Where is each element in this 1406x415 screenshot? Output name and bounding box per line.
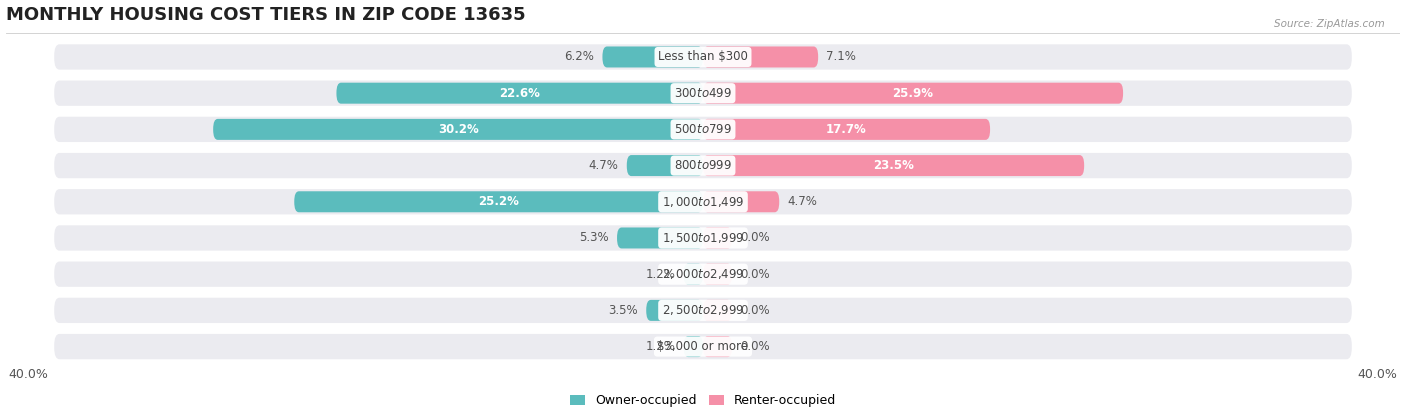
Text: 6.2%: 6.2% — [564, 51, 595, 63]
FancyBboxPatch shape — [703, 264, 733, 285]
FancyBboxPatch shape — [55, 261, 1351, 287]
FancyBboxPatch shape — [336, 83, 703, 104]
Text: $2,500 to $2,999: $2,500 to $2,999 — [662, 303, 744, 317]
FancyBboxPatch shape — [602, 46, 703, 68]
FancyBboxPatch shape — [55, 153, 1351, 178]
FancyBboxPatch shape — [683, 264, 703, 285]
FancyBboxPatch shape — [703, 155, 1084, 176]
Text: 25.9%: 25.9% — [893, 87, 934, 100]
FancyBboxPatch shape — [55, 117, 1351, 142]
FancyBboxPatch shape — [703, 46, 818, 68]
FancyBboxPatch shape — [214, 119, 703, 140]
Text: $1,500 to $1,999: $1,500 to $1,999 — [662, 231, 744, 245]
Text: 22.6%: 22.6% — [499, 87, 540, 100]
Text: 0.0%: 0.0% — [741, 304, 770, 317]
Text: 23.5%: 23.5% — [873, 159, 914, 172]
Text: 0.0%: 0.0% — [741, 340, 770, 353]
FancyBboxPatch shape — [703, 119, 990, 140]
Text: 40.0%: 40.0% — [1357, 369, 1398, 381]
FancyBboxPatch shape — [55, 334, 1351, 359]
Text: 1.2%: 1.2% — [645, 340, 675, 353]
FancyBboxPatch shape — [55, 189, 1351, 215]
FancyBboxPatch shape — [683, 336, 703, 357]
FancyBboxPatch shape — [55, 44, 1351, 70]
FancyBboxPatch shape — [294, 191, 703, 212]
Text: $500 to $799: $500 to $799 — [673, 123, 733, 136]
Text: 7.1%: 7.1% — [827, 51, 856, 63]
Text: 17.7%: 17.7% — [827, 123, 868, 136]
Text: 3.5%: 3.5% — [609, 304, 638, 317]
Text: 0.0%: 0.0% — [741, 268, 770, 281]
FancyBboxPatch shape — [703, 336, 733, 357]
Text: 4.7%: 4.7% — [787, 195, 817, 208]
FancyBboxPatch shape — [703, 191, 779, 212]
Legend: Owner-occupied, Renter-occupied: Owner-occupied, Renter-occupied — [565, 389, 841, 413]
Text: 40.0%: 40.0% — [8, 369, 49, 381]
FancyBboxPatch shape — [627, 155, 703, 176]
Text: 5.3%: 5.3% — [579, 232, 609, 244]
FancyBboxPatch shape — [55, 225, 1351, 251]
FancyBboxPatch shape — [703, 83, 1123, 104]
FancyBboxPatch shape — [647, 300, 703, 321]
Text: $1,000 to $1,499: $1,000 to $1,499 — [662, 195, 744, 209]
Text: Source: ZipAtlas.com: Source: ZipAtlas.com — [1274, 19, 1385, 29]
Text: Less than $300: Less than $300 — [658, 51, 748, 63]
Text: 30.2%: 30.2% — [437, 123, 478, 136]
Text: 25.2%: 25.2% — [478, 195, 519, 208]
FancyBboxPatch shape — [703, 227, 733, 249]
Text: 1.2%: 1.2% — [645, 268, 675, 281]
FancyBboxPatch shape — [703, 300, 733, 321]
FancyBboxPatch shape — [617, 227, 703, 249]
Text: 0.0%: 0.0% — [741, 232, 770, 244]
Text: 4.7%: 4.7% — [589, 159, 619, 172]
FancyBboxPatch shape — [55, 298, 1351, 323]
Text: $300 to $499: $300 to $499 — [673, 87, 733, 100]
Text: $3,000 or more: $3,000 or more — [658, 340, 748, 353]
Text: MONTHLY HOUSING COST TIERS IN ZIP CODE 13635: MONTHLY HOUSING COST TIERS IN ZIP CODE 1… — [6, 5, 526, 24]
Text: $800 to $999: $800 to $999 — [673, 159, 733, 172]
Text: $2,000 to $2,499: $2,000 to $2,499 — [662, 267, 744, 281]
FancyBboxPatch shape — [55, 81, 1351, 106]
